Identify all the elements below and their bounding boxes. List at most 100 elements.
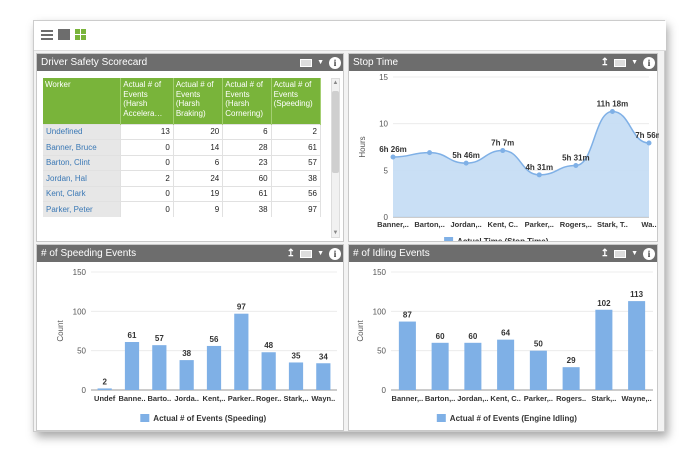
table-cell: 14	[173, 139, 224, 155]
bar	[316, 363, 331, 390]
table-cell: 60	[222, 170, 272, 186]
table-view-icon[interactable]	[300, 249, 313, 258]
table-row: Kent, Clark 0 19 61 56	[43, 185, 322, 202]
bar	[206, 345, 222, 390]
y-tick-label: 0	[382, 386, 387, 395]
table-view-icon[interactable]	[614, 58, 627, 67]
chevron-down-icon[interactable]: ▼	[631, 59, 638, 66]
y-tick-label: 50	[377, 347, 386, 356]
stop-time-title: Stop Time	[353, 57, 399, 68]
y-axis-label: Hours	[358, 136, 367, 157]
bar	[431, 342, 449, 390]
y-tick-label: 50	[77, 347, 86, 356]
x-tick-label: Barto..	[147, 394, 171, 403]
chevron-down-icon[interactable]: ▼	[631, 250, 638, 257]
list-icon[interactable]	[41, 28, 57, 42]
table-scrollbar[interactable]: ▲ ▼	[331, 78, 340, 238]
idling-chart: 0 50 100 150 Count 87 Banner,.. 60 Barton,.. 60 Jo…	[356, 268, 653, 423]
scrollbar-thumb[interactable]	[332, 91, 339, 173]
data-point	[500, 148, 506, 154]
data-label: 64	[501, 329, 510, 338]
x-tick-label: Roger..	[256, 394, 281, 403]
legend-label: Actual # of Events (Speeding)	[153, 414, 266, 423]
legend-swatch	[444, 237, 454, 241]
x-tick-label: Wayn..	[311, 394, 335, 403]
table-cell: 19	[173, 185, 224, 202]
data-point	[427, 150, 433, 156]
info-icon[interactable]: i	[329, 56, 341, 69]
scorecard-header: Driver Safety Scorecard ▼ i	[37, 54, 343, 71]
x-tick-label: Parker,..	[524, 394, 553, 403]
column-header-worker[interactable]: Worker	[43, 78, 122, 124]
drill-up-icon[interactable]: ↥	[600, 248, 610, 259]
y-tick-label: 150	[73, 268, 87, 277]
info-icon[interactable]: i	[329, 247, 341, 260]
x-tick-label: Banne..	[118, 394, 145, 403]
table-cell: 61	[222, 185, 272, 202]
x-tick-label: Wayne,..	[622, 394, 652, 403]
data-label: 50	[534, 340, 543, 349]
bar	[234, 313, 249, 390]
table-cell: 6	[222, 123, 272, 140]
y-tick-label: 150	[373, 268, 387, 277]
table-cell: 0	[120, 139, 174, 155]
table-view-icon[interactable]	[300, 58, 313, 67]
worker-link[interactable]: Undefined	[43, 123, 122, 140]
column-header-harsh-braking[interactable]: Actual # of Events (Harsh Braking)	[173, 78, 224, 124]
drill-up-icon[interactable]: ↥	[600, 57, 610, 68]
x-tick-label: Banner,..	[392, 394, 424, 403]
data-label: 60	[436, 332, 445, 341]
chevron-down-icon[interactable]: ▼	[317, 250, 324, 257]
worker-link[interactable]: Kent, Clark	[43, 185, 122, 202]
table-cell: 0	[120, 154, 174, 171]
dashboard-frame: Driver Safety Scorecard ▼ i Worker Actua…	[33, 20, 666, 432]
chevron-down-icon[interactable]: ▼	[317, 59, 324, 66]
scorecard-panel: Driver Safety Scorecard ▼ i Worker Actua…	[36, 53, 344, 242]
data-point	[573, 162, 579, 168]
bar	[152, 345, 167, 390]
table-cell: 23	[222, 154, 272, 171]
data-label: 35	[292, 351, 301, 360]
x-tick-label: Barton,..	[414, 220, 444, 229]
x-tick-label: Kent, C..	[488, 220, 518, 229]
table-cell: 2	[271, 123, 322, 140]
scroll-down-icon[interactable]: ▼	[332, 230, 339, 236]
table-view-icon[interactable]	[614, 249, 627, 258]
table-row: Undefined 13 20 6 2	[43, 123, 322, 140]
grid-icon[interactable]	[75, 28, 91, 42]
column-header-speeding[interactable]: Actual # of Events (Speeding)	[271, 78, 322, 124]
table-cell: 9	[173, 201, 224, 217]
worker-link[interactable]: Barton, Clint	[43, 154, 122, 171]
dashboard-toolbar	[34, 21, 666, 51]
data-label: 7h 56m	[635, 131, 659, 140]
bar	[261, 352, 276, 390]
worker-link[interactable]: Banner, Bruce	[43, 139, 122, 155]
bar	[179, 360, 194, 390]
data-label: 4h 31m	[525, 163, 553, 172]
info-icon[interactable]: i	[643, 247, 655, 260]
worker-link[interactable]: Parker, Peter	[43, 201, 122, 217]
data-label: 102	[597, 299, 611, 308]
table-row: Jordan, Hal 2 24 60 38	[43, 170, 322, 186]
info-icon[interactable]: i	[643, 56, 655, 69]
stop-time-chart: 0 5 10 15 Hours 6h 26m Banner,.. Barton,.. 5h 46…	[358, 73, 659, 241]
x-tick-label: Barton,..	[425, 394, 455, 403]
table-cell: 56	[271, 185, 322, 202]
data-label: 60	[468, 332, 477, 341]
scroll-up-icon[interactable]: ▲	[332, 80, 339, 86]
drill-up-icon[interactable]: ↥	[286, 248, 296, 259]
table-cell: 97	[271, 201, 322, 217]
column-header-harsh-cornering[interactable]: Actual # of Events (Harsh Cornering)	[222, 78, 272, 124]
legend-label: Actual # of Events (Engine Idling)	[450, 414, 577, 423]
bar	[628, 301, 646, 390]
worker-link[interactable]: Jordan, Hal	[43, 170, 122, 186]
scorecard-table-wrap: Worker Actual # of Events (Harsh Acceler…	[43, 78, 329, 238]
data-point	[536, 172, 542, 178]
idling-header: # of Idling Events ↥ ▼ i	[349, 245, 657, 262]
column-header-harsh-acceleration[interactable]: Actual # of Events (Harsh Accelera…	[120, 78, 174, 124]
table-cell: 61	[271, 139, 322, 155]
single-panel-icon[interactable]	[58, 28, 74, 42]
bar	[595, 309, 613, 390]
data-point	[390, 154, 396, 160]
data-label: 57	[155, 334, 164, 343]
